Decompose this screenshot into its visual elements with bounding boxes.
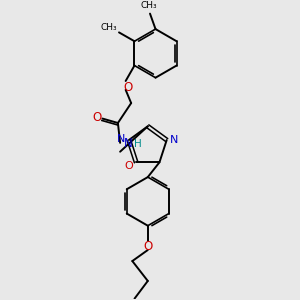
- Text: O: O: [92, 111, 101, 124]
- Text: H: H: [134, 139, 142, 149]
- Text: N: N: [170, 135, 178, 145]
- Text: O: O: [143, 240, 152, 253]
- Text: O: O: [124, 160, 133, 171]
- Text: CH₃: CH₃: [101, 23, 117, 32]
- Text: O: O: [123, 81, 133, 94]
- Text: N: N: [117, 134, 125, 144]
- Text: N: N: [124, 137, 132, 151]
- Text: CH₃: CH₃: [141, 2, 157, 10]
